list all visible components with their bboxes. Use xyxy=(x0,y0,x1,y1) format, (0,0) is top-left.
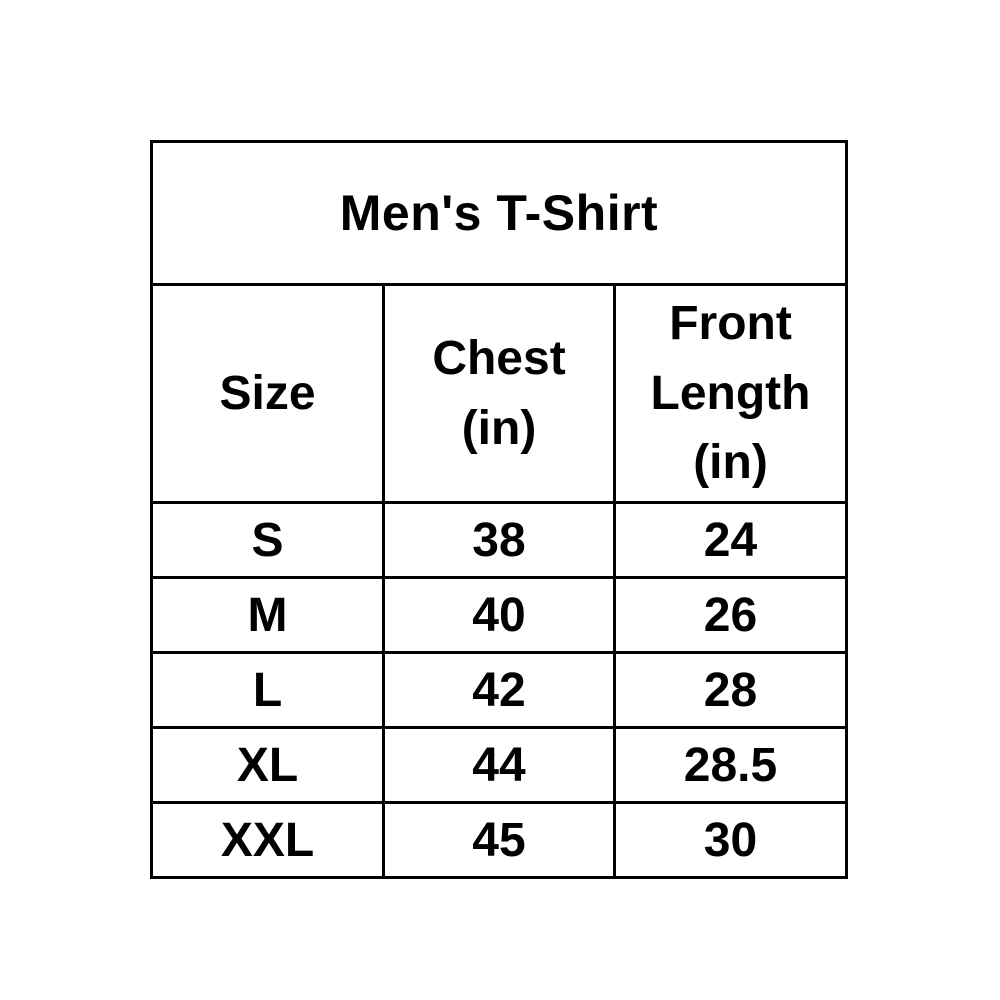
size-cell: XXL xyxy=(150,801,385,879)
front-length-cell: 28 xyxy=(613,651,848,729)
front-length-cell: 30 xyxy=(613,801,848,879)
table-row-xxl: XXL 45 30 xyxy=(150,801,848,879)
size-chart-table: Men's T-Shirt Size Chest (in) Front Leng… xyxy=(150,140,848,879)
column-header-front-length: Front Length (in) xyxy=(613,283,848,504)
front-length-cell: 28.5 xyxy=(613,726,848,804)
size-cell: M xyxy=(150,576,385,654)
chest-cell: 42 xyxy=(382,651,616,729)
table-row-l: L 42 28 xyxy=(150,651,848,729)
chest-cell: 40 xyxy=(382,576,616,654)
table-title: Men's T-Shirt xyxy=(150,140,848,286)
table-row-xl: XL 44 28.5 xyxy=(150,726,848,804)
chest-cell: 38 xyxy=(382,501,616,579)
header-row: Size Chest (in) Front Length (in) xyxy=(150,283,848,504)
size-cell: XL xyxy=(150,726,385,804)
size-cell: L xyxy=(150,651,385,729)
chest-cell: 44 xyxy=(382,726,616,804)
chest-cell: 45 xyxy=(382,801,616,879)
column-header-size: Size xyxy=(150,283,385,504)
column-header-chest: Chest (in) xyxy=(382,283,616,504)
title-row: Men's T-Shirt xyxy=(150,140,848,286)
table-row-s: S 38 24 xyxy=(150,501,848,579)
table-row-m: M 40 26 xyxy=(150,576,848,654)
front-length-cell: 24 xyxy=(613,501,848,579)
size-cell: S xyxy=(150,501,385,579)
front-length-cell: 26 xyxy=(613,576,848,654)
